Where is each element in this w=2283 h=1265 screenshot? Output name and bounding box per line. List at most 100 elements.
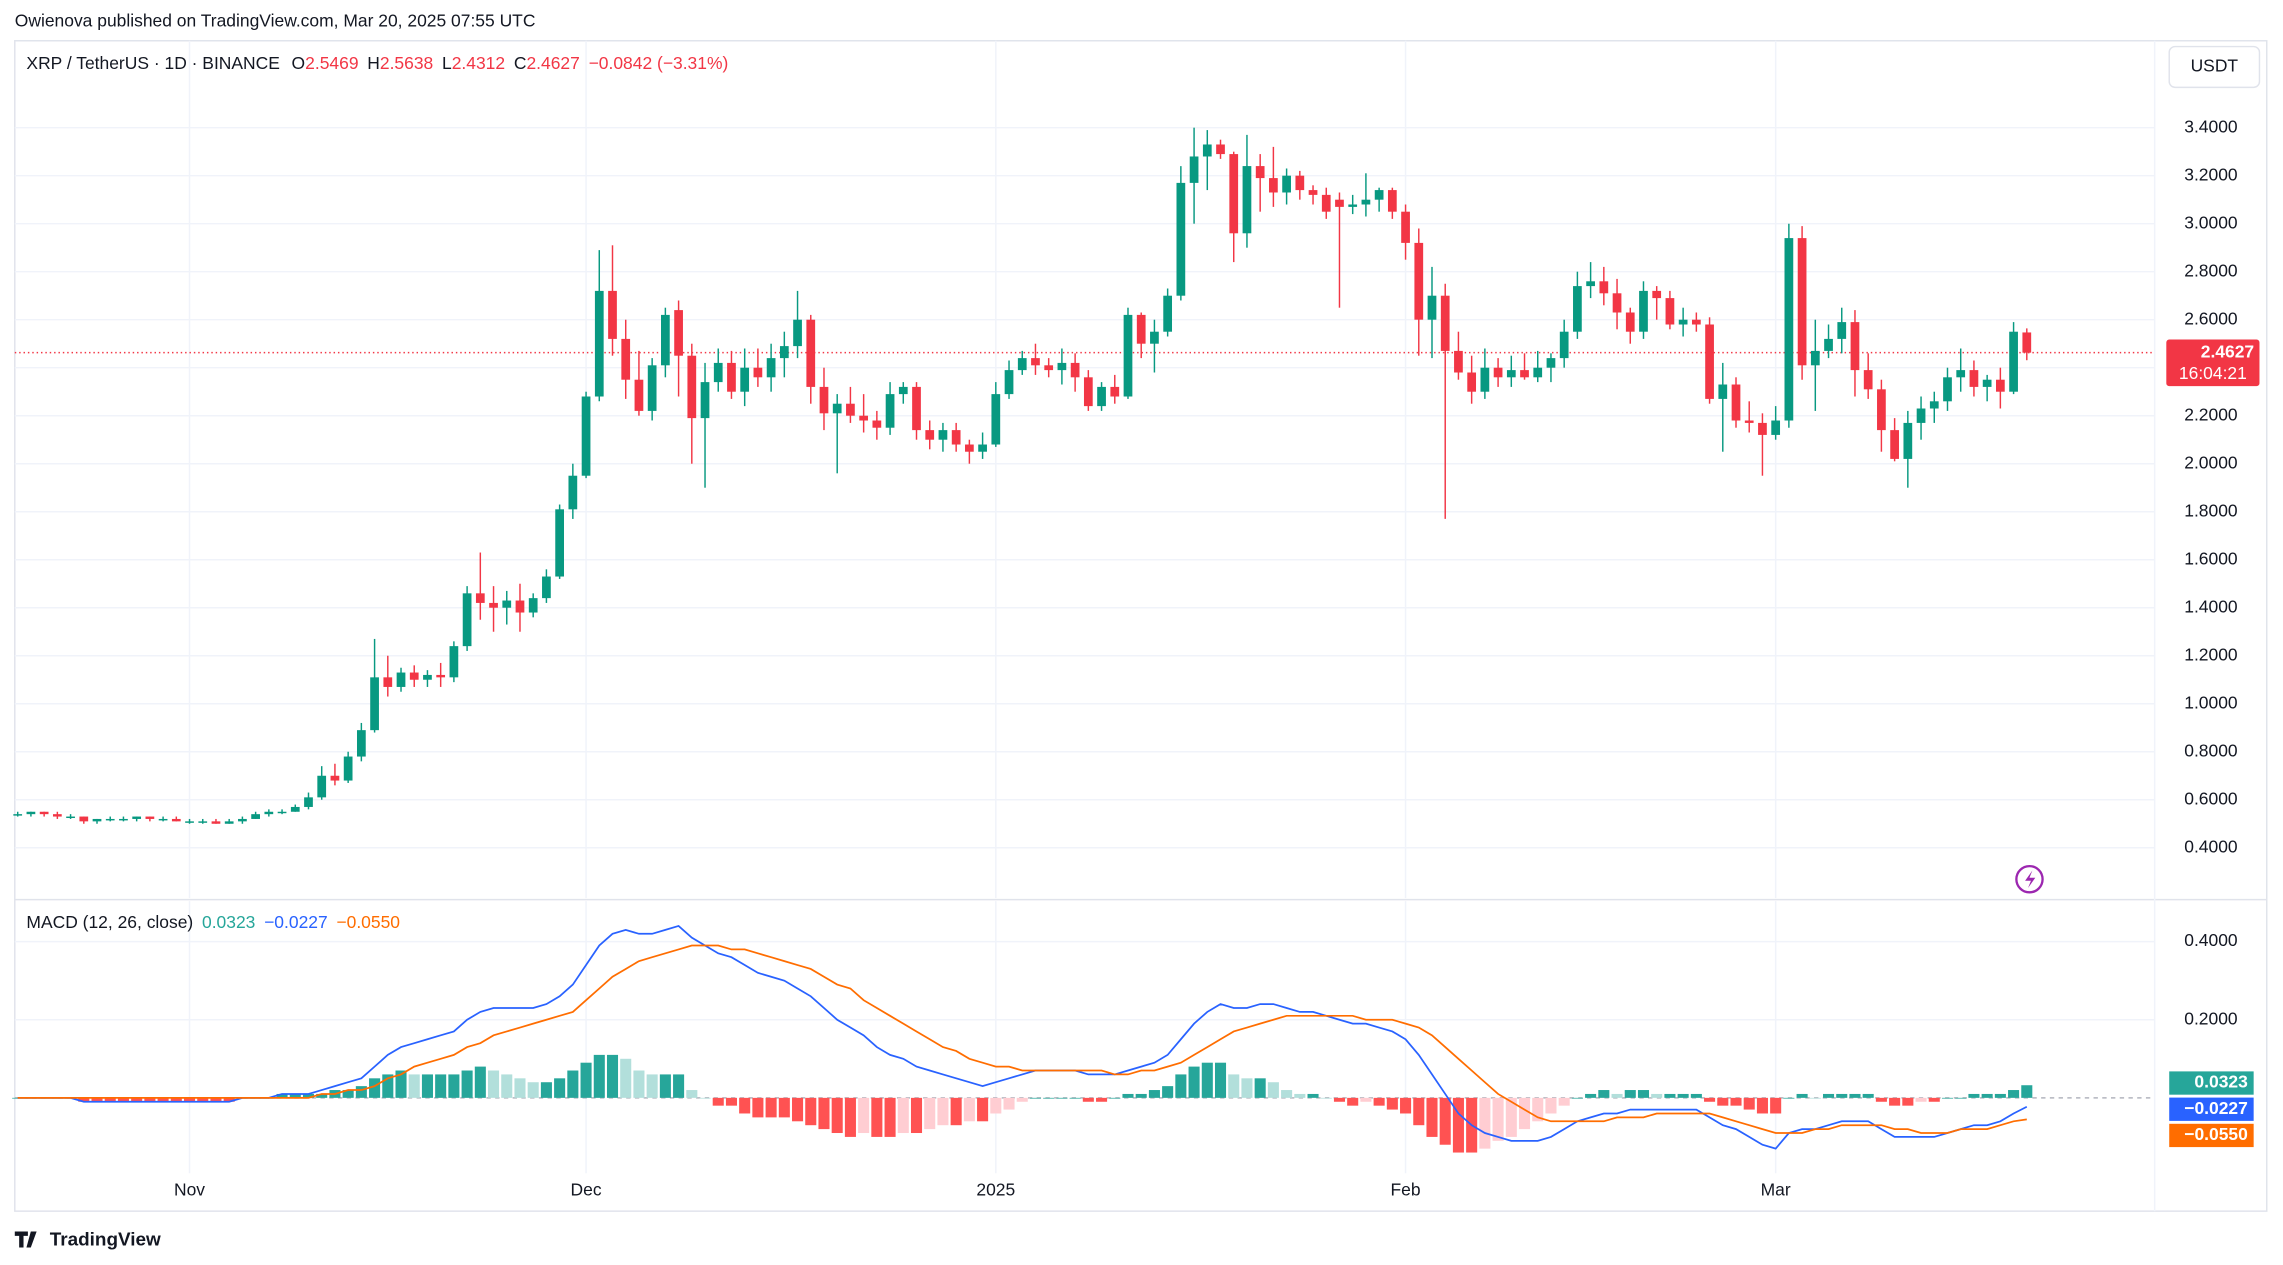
macd-last: −0.0227	[264, 912, 328, 932]
histogram-bar	[461, 1070, 473, 1098]
y-tick-label: 1.8000	[2184, 500, 2238, 520]
histogram-bar	[144, 1097, 156, 1102]
candle-body	[819, 386, 829, 414]
histogram-bar	[276, 1093, 288, 1098]
histogram-bar	[488, 1070, 500, 1098]
symbol: XRP / TetherUS · 1D · BINANCE	[26, 53, 279, 73]
histogram-bar	[1875, 1097, 1887, 1102]
histogram-bar	[1651, 1093, 1663, 1098]
candle-body	[912, 386, 921, 431]
open-value: 2.5469	[305, 53, 358, 73]
candle-body	[740, 367, 750, 392]
histogram-bar	[1849, 1093, 1861, 1098]
histogram-bar	[1386, 1097, 1398, 1110]
candle-body	[1916, 408, 1926, 423]
candle-body	[1639, 290, 1648, 332]
histogram-bar	[540, 1082, 552, 1098]
y-tick-label: 1.6000	[2184, 548, 2238, 568]
histogram-bar	[1915, 1097, 1927, 1102]
candle-body	[1982, 379, 1992, 387]
candle-body	[1665, 298, 1675, 325]
histogram-bar	[1294, 1093, 1306, 1098]
histogram-bar	[1228, 1074, 1240, 1098]
histogram-bar	[1836, 1093, 1848, 1098]
candle-body	[1097, 386, 1106, 407]
candle-body	[1652, 290, 1662, 299]
header: Owienova published on TradingView.com, M…	[15, 10, 536, 30]
candle-body	[39, 811, 49, 815]
candle-body	[713, 362, 723, 383]
histogram-bar	[355, 1086, 367, 1098]
histogram-bar	[474, 1066, 486, 1098]
candle-body	[462, 593, 472, 647]
candle-body	[211, 821, 221, 824]
histogram-bar	[831, 1097, 843, 1134]
y-tick-label: 0.4000	[2184, 930, 2238, 950]
histogram-bar	[963, 1097, 975, 1122]
histogram-bar	[858, 1097, 870, 1134]
candle-body	[938, 430, 948, 440]
histogram-bar	[739, 1097, 751, 1114]
currency-button[interactable]	[2168, 45, 2261, 89]
candle-body	[1956, 370, 1966, 378]
candle-body	[198, 821, 208, 823]
histogram-bar	[871, 1097, 883, 1137]
histogram-bar	[369, 1078, 381, 1098]
candle-body	[52, 814, 62, 817]
candle-body	[1229, 154, 1239, 234]
histogram-bar	[342, 1090, 354, 1098]
candle-body	[1890, 430, 1899, 459]
histogram-bar	[1717, 1097, 1729, 1106]
candle-body	[700, 382, 710, 419]
histogram-bar	[1241, 1078, 1253, 1098]
histogram-bar	[1043, 1097, 1055, 1099]
candle-body	[806, 319, 816, 387]
candle-body	[1824, 338, 1833, 351]
histogram-bar	[1677, 1093, 1689, 1098]
macd-value-label: −0.0550	[2184, 1124, 2248, 1144]
candle-body	[185, 821, 194, 823]
histogram-bar	[1162, 1086, 1174, 1098]
histogram-bar	[686, 1090, 698, 1098]
histogram-bar	[580, 1062, 592, 1098]
signal-last: −0.0550	[336, 912, 400, 932]
histogram-bar	[1056, 1097, 1068, 1099]
histogram-bar	[1532, 1097, 1544, 1122]
candle-body	[1771, 420, 1781, 435]
candle-body	[1943, 377, 1952, 402]
candle-body	[370, 677, 379, 731]
candle-body	[26, 811, 36, 815]
histogram-bar	[117, 1097, 129, 1102]
histogram-bar	[606, 1054, 619, 1098]
candle-body	[1718, 384, 1728, 399]
histogram-bar	[1889, 1097, 1901, 1106]
candle-body	[1810, 350, 1820, 366]
candle-body	[317, 775, 327, 798]
histogram-bar	[1822, 1093, 1835, 1098]
y-tick-label: 3.2000	[2184, 164, 2238, 184]
candle-body	[1903, 422, 1913, 459]
histogram-bar	[1254, 1078, 1266, 1098]
candle-body	[277, 811, 287, 814]
histogram-bar	[620, 1058, 632, 1098]
low-value: 2.4312	[452, 53, 505, 73]
macd-value-label: −0.0227	[2184, 1098, 2248, 1118]
candle-body	[1467, 372, 1477, 392]
y-tick-label: 1.2000	[2184, 644, 2238, 664]
candle-body	[1004, 370, 1014, 395]
candle-body	[158, 818, 168, 821]
histogram-bar	[1109, 1097, 1121, 1099]
y-tick-label: 1.4000	[2184, 596, 2238, 616]
y-tick-label: 0.6000	[2184, 788, 2238, 808]
candle-body	[132, 816, 142, 819]
alert-icon[interactable]	[2015, 864, 2044, 894]
candle-body	[119, 818, 128, 821]
candle-body	[1559, 331, 1569, 359]
y-tick-label: 2.8000	[2184, 260, 2238, 280]
histogram-bar	[197, 1097, 209, 1102]
candle-body	[1295, 175, 1305, 191]
candle-body	[1546, 358, 1556, 368]
candle-body	[1691, 319, 1701, 325]
histogram-bar	[1029, 1097, 1041, 1099]
currency: USDT	[2191, 56, 2239, 76]
